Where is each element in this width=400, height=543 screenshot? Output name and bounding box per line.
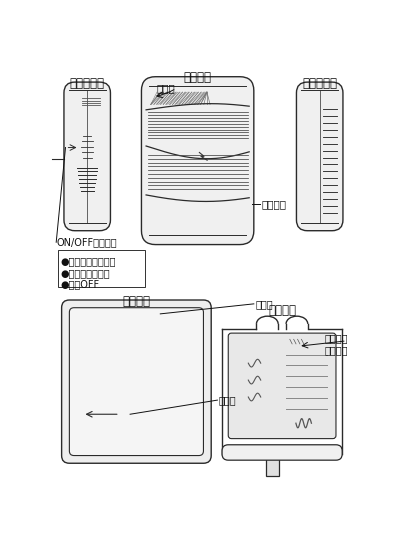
Circle shape xyxy=(106,321,116,332)
Text: ●ランプ＋チャイム: ●ランプ＋チャイム xyxy=(60,256,116,266)
Bar xyxy=(81,96,101,107)
Text: ON/OFFスイッチ: ON/OFFスイッチ xyxy=(57,237,118,247)
FancyBboxPatch shape xyxy=(228,333,336,439)
FancyBboxPatch shape xyxy=(142,77,254,244)
Circle shape xyxy=(108,342,114,348)
Text: 取付穴: 取付穴 xyxy=(255,299,273,309)
Bar xyxy=(144,86,251,91)
Text: ●電源OFF: ●電源OFF xyxy=(60,279,99,289)
Circle shape xyxy=(201,302,209,310)
Text: セレクト
スイッチ: セレクト スイッチ xyxy=(325,333,348,355)
Text: 《裏面》: 《裏面》 xyxy=(122,295,150,308)
Circle shape xyxy=(64,302,72,310)
Circle shape xyxy=(64,453,72,461)
Bar xyxy=(230,334,334,349)
Circle shape xyxy=(159,342,164,348)
Bar xyxy=(73,362,200,446)
Text: ●ランプのみ点滅: ●ランプのみ点滅 xyxy=(60,268,110,279)
Bar xyxy=(231,352,278,435)
Bar xyxy=(159,331,164,345)
Bar xyxy=(288,337,309,346)
Circle shape xyxy=(332,90,338,96)
Text: 《内部》: 《内部》 xyxy=(268,304,296,317)
FancyBboxPatch shape xyxy=(222,445,342,460)
Circle shape xyxy=(156,321,167,332)
FancyBboxPatch shape xyxy=(62,300,211,463)
FancyBboxPatch shape xyxy=(296,82,343,231)
Ellipse shape xyxy=(80,132,94,163)
Circle shape xyxy=(201,453,209,461)
Bar xyxy=(151,92,207,104)
Text: 裏ブタ: 裏ブタ xyxy=(219,395,236,405)
Text: ランプ: ランプ xyxy=(157,83,176,93)
Bar xyxy=(108,331,114,345)
Text: 《正面》: 《正面》 xyxy=(183,71,211,84)
Text: 《左側面》: 《左側面》 xyxy=(302,77,337,90)
Bar xyxy=(130,383,143,387)
Text: 《右側面》: 《右側面》 xyxy=(70,77,105,90)
Circle shape xyxy=(334,446,342,453)
Bar xyxy=(58,250,144,287)
FancyBboxPatch shape xyxy=(64,82,110,231)
Circle shape xyxy=(69,217,75,223)
FancyBboxPatch shape xyxy=(69,308,204,456)
Circle shape xyxy=(332,217,338,223)
Circle shape xyxy=(223,446,230,453)
Circle shape xyxy=(317,141,322,146)
Polygon shape xyxy=(130,388,143,394)
Bar xyxy=(266,454,279,476)
Text: スピーカ: スピーカ xyxy=(262,199,286,209)
Circle shape xyxy=(313,137,327,150)
Circle shape xyxy=(69,90,75,96)
